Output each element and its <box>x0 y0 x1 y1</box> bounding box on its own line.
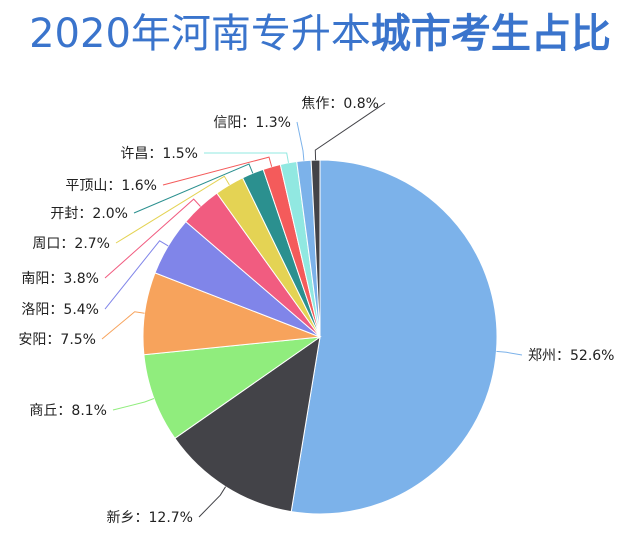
connector-南阳 <box>104 198 201 279</box>
data-label-焦作: 焦作：0.8% <box>301 96 379 112</box>
connector-开封 <box>133 163 254 214</box>
label-connectors <box>101 102 523 518</box>
connector-新乡 <box>198 486 227 518</box>
data-label-商丘: 商丘：8.1% <box>29 403 107 419</box>
data-label-安阳: 安阳：7.5% <box>18 332 96 348</box>
data-label-信阳: 信阳：1.3% <box>213 115 291 131</box>
data-label-开封: 开封：2.0% <box>50 206 128 222</box>
connector-许昌 <box>204 152 289 163</box>
data-label-南阳: 南阳：3.8% <box>21 271 99 287</box>
connector-安阳 <box>101 311 145 340</box>
data-label-洛阳: 洛阳：5.4% <box>21 302 99 318</box>
connector-商丘 <box>112 398 155 411</box>
connector-信阳 <box>296 121 305 161</box>
connector-郑州 <box>496 350 523 356</box>
pie-slice-新乡 <box>174 335 321 513</box>
connector-焦作 <box>314 102 386 161</box>
data-label-平顶山: 平顶山：1.6% <box>65 178 157 194</box>
pie-slices <box>142 159 498 515</box>
pie-slice-郑州 <box>290 159 498 515</box>
data-label-许昌: 许昌：1.5% <box>120 146 198 162</box>
connector-洛阳 <box>104 240 169 310</box>
pie-slice-商丘 <box>143 336 322 440</box>
chart-title: 2020年河南专升本城市考生占比 <box>0 6 640 62</box>
connector-周口 <box>115 175 230 244</box>
title-part-1: 2020年河南专升本 <box>29 11 371 57</box>
data-labels: 郑州：52.6% 新乡：12.7% 商丘：8.1% 安阳：7.5% 洛阳：5.4% 南阳：… <box>18 96 614 526</box>
data-label-郑州: 郑州：52.6% <box>528 348 614 364</box>
connector-平顶山 <box>162 156 273 186</box>
data-label-新乡: 新乡：12.7% <box>107 510 193 526</box>
data-label-周口: 周口：2.7% <box>32 236 110 252</box>
title-part-2: 城市考生占比 <box>370 11 611 57</box>
